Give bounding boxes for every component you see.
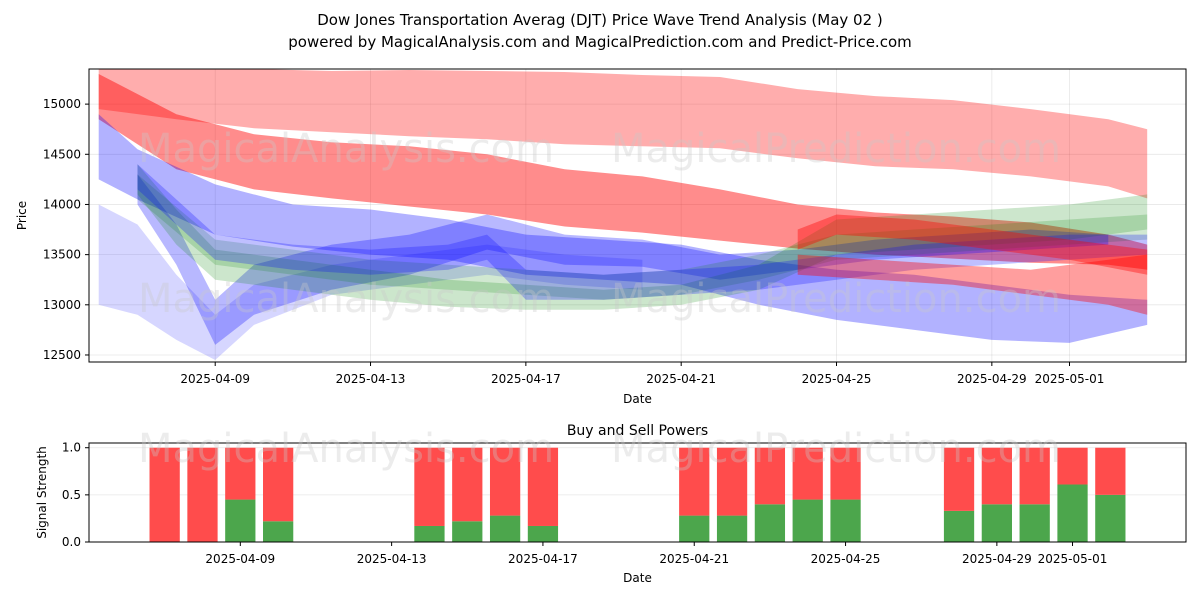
sell-bar xyxy=(716,447,748,516)
price-bands xyxy=(98,69,1148,360)
buy-bar xyxy=(943,510,975,542)
y-tick-label: 0.0 xyxy=(62,535,81,549)
price-band-red xyxy=(797,214,1148,275)
y-tick-label: 14500 xyxy=(43,147,81,161)
price-chart: 12500 13000 13500 14000 14500 15000 2025-04-09… xyxy=(15,68,1187,406)
signal-bars xyxy=(149,447,1126,542)
sell-bar xyxy=(981,447,1012,505)
buy-bar xyxy=(1057,484,1088,542)
price-band-green xyxy=(137,164,1148,310)
x-tick-label: 2025-04-09 xyxy=(205,552,275,566)
x-tick-label: 2025-04-09 xyxy=(180,372,250,386)
buy-bar xyxy=(679,515,710,542)
x-tick-label: 2025-04-25 xyxy=(802,372,872,386)
price-band-blue xyxy=(98,114,1148,343)
sell-bar xyxy=(527,447,559,526)
buy-bar xyxy=(489,515,521,542)
x-tick-label: 2025-04-29 xyxy=(962,552,1032,566)
price-plot-frame xyxy=(88,68,1187,363)
y-axis-label: Price xyxy=(15,201,29,230)
sell-bar xyxy=(149,447,180,542)
x-axis-label: Date xyxy=(623,571,652,585)
x-tick-label: 2025-04-17 xyxy=(491,372,561,386)
price-band-blue xyxy=(98,204,643,360)
sell-bar xyxy=(187,447,218,542)
watermark-top-left: MagicalAnalysis.com xyxy=(138,126,554,172)
watermark-mid-right: MagicalPrediction.com xyxy=(611,276,1061,322)
buy-bar xyxy=(830,499,861,542)
price-grid xyxy=(89,69,1186,362)
sell-bar xyxy=(679,447,710,516)
x-tick-label: 2025-04-25 xyxy=(811,552,881,566)
buy-bar xyxy=(1019,504,1050,542)
buy-bar xyxy=(414,525,445,542)
buy-bar xyxy=(754,504,786,542)
price-band-green xyxy=(137,174,1148,300)
x-tick-label: 2025-04-13 xyxy=(357,552,427,566)
watermark-mid-left: MagicalAnalysis.com xyxy=(138,276,554,322)
y-tick-label: 15000 xyxy=(43,97,81,111)
sell-bar xyxy=(943,447,975,511)
x-tick-label: 2025-04-21 xyxy=(646,372,716,386)
buy-bar xyxy=(981,504,1012,542)
watermark-bottom-left: MagicalAnalysis.com xyxy=(138,426,554,472)
buy-bar xyxy=(225,499,256,542)
signal-plot-frame xyxy=(88,442,1187,543)
chart-title: Dow Jones Transportation Averag (DJT) Pr… xyxy=(317,11,883,29)
y-tick-label: 12500 xyxy=(43,348,81,362)
price-band-blue xyxy=(137,174,1109,345)
sell-bar xyxy=(452,447,483,522)
sell-bar xyxy=(225,447,256,500)
sell-bar xyxy=(1095,447,1126,495)
x-tick-label: 2025-04-13 xyxy=(336,372,406,386)
x-tick-label: 2025-04-21 xyxy=(659,552,729,566)
chart-subtitle: powered by MagicalAnalysis.com and Magic… xyxy=(288,33,912,51)
sell-bar xyxy=(263,447,294,522)
sell-bar xyxy=(1019,447,1050,505)
price-band-red xyxy=(98,74,1148,270)
buy-bar xyxy=(452,521,483,542)
watermark-top-right: MagicalPrediction.com xyxy=(611,126,1061,172)
x-tick-label: 2025-05-01 xyxy=(1035,372,1105,386)
x-tick-label: 2025-05-01 xyxy=(1038,552,1108,566)
price-band-red xyxy=(98,69,1148,199)
buy-bar xyxy=(263,521,294,542)
buy-bar xyxy=(716,515,748,542)
x-axis-label: Date xyxy=(623,392,652,406)
x-tick-label: 2025-04-17 xyxy=(508,552,578,566)
y-axis-label: Signal Strength xyxy=(35,446,49,539)
buy-bar xyxy=(527,525,559,542)
watermark-bottom-right: MagicalPrediction.com xyxy=(611,426,1061,472)
y-tick-label: 13500 xyxy=(43,248,81,262)
y-tick-label: 14000 xyxy=(43,197,81,211)
sell-bar xyxy=(754,447,786,505)
y-tick-label: 13000 xyxy=(43,298,81,312)
x-tick-label: 2025-04-29 xyxy=(957,372,1027,386)
price-band-blue xyxy=(137,164,1148,300)
price-band-red xyxy=(797,254,1148,315)
sell-bar xyxy=(489,447,521,516)
sell-bar xyxy=(414,447,445,526)
signal-chart-title: Buy and Sell Powers xyxy=(567,423,708,439)
y-tick-label: 0.5 xyxy=(62,488,81,502)
buy-bar xyxy=(792,499,823,542)
signal-chart: 0.0 0.5 1.0 2025-04-09 2025-04-13 2025-04-17 2… xyxy=(35,423,1187,585)
sell-bar xyxy=(792,447,823,500)
buy-bar xyxy=(1095,494,1126,542)
sell-bar xyxy=(1057,447,1088,485)
y-tick-label: 1.0 xyxy=(62,441,81,455)
sell-bar xyxy=(830,447,861,500)
